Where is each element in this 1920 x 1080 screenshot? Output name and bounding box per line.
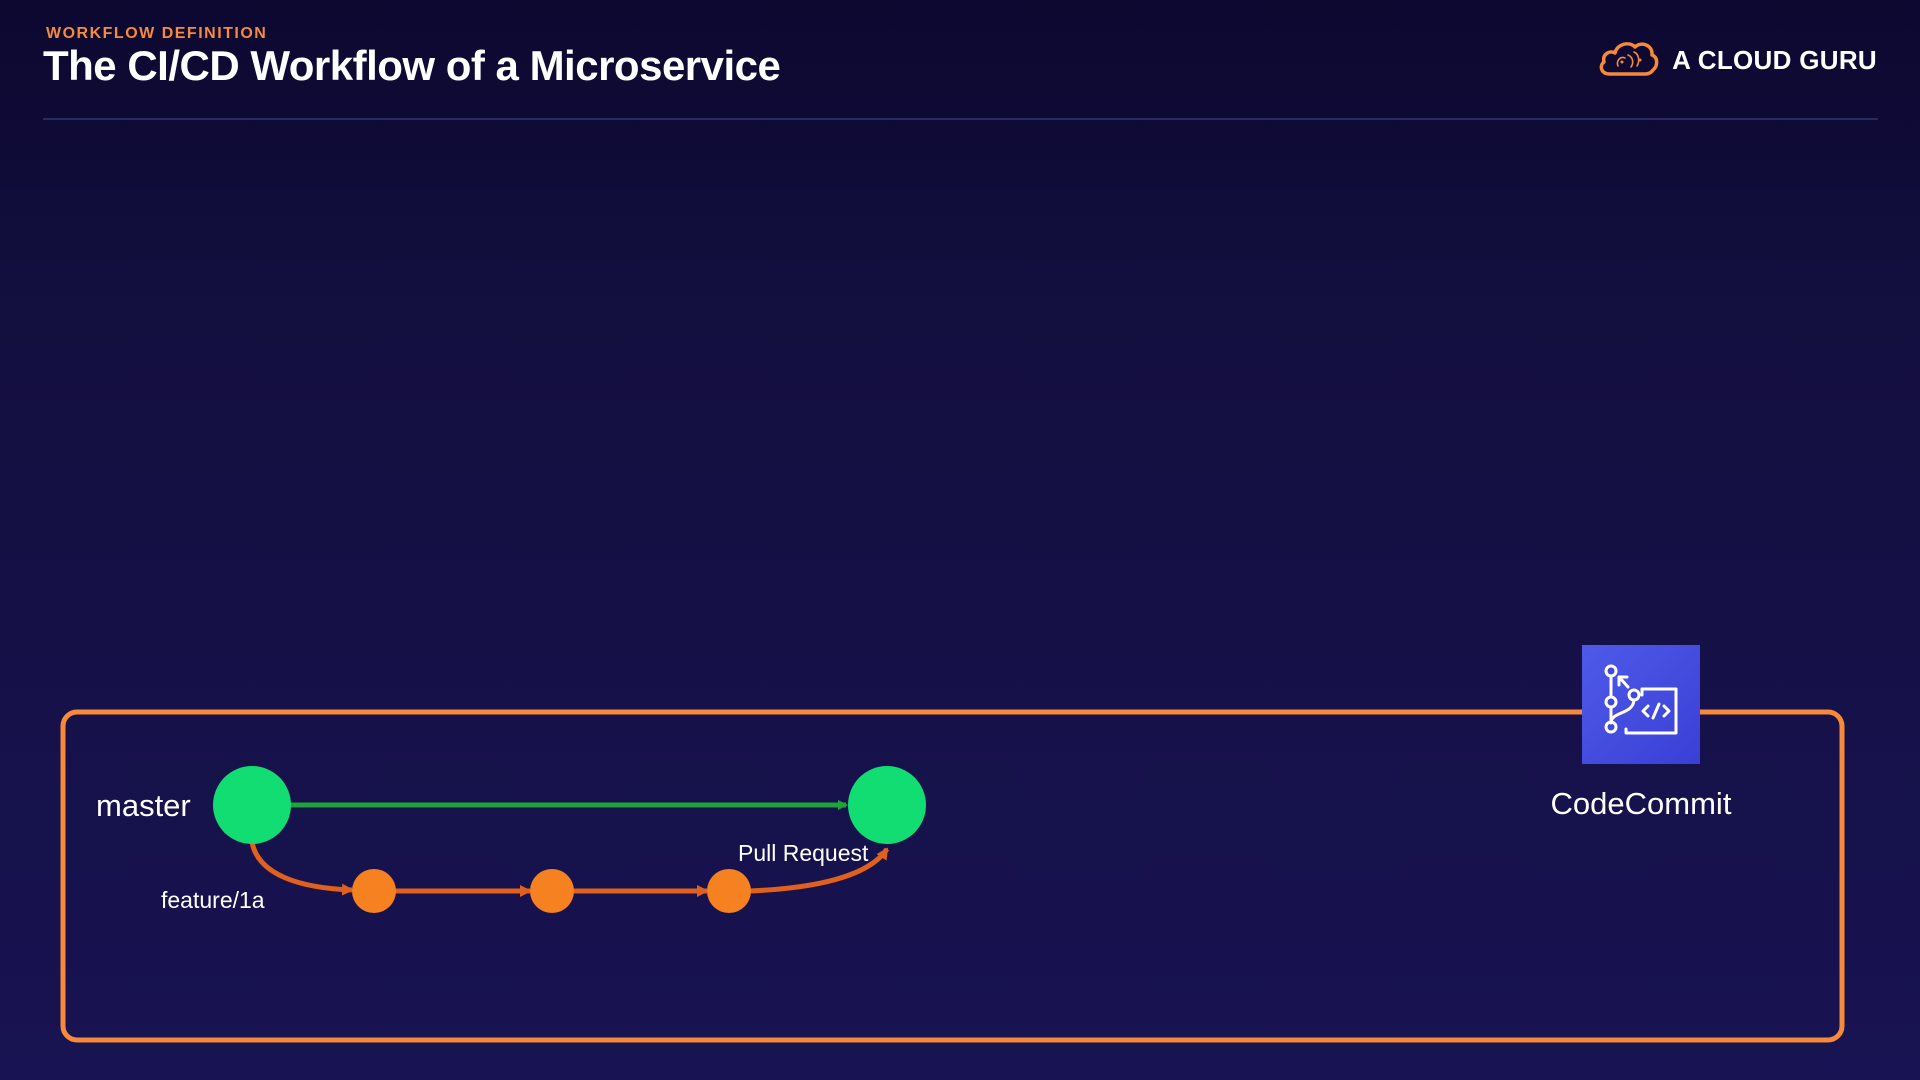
master-merge-commit	[848, 766, 926, 844]
codecommit-tile	[1582, 645, 1700, 764]
feature-commit	[707, 869, 751, 913]
master-commit	[213, 766, 291, 844]
header-divider	[43, 118, 1878, 120]
slide-title: The CI/CD Workflow of a Microservice	[43, 42, 781, 89]
feature-branch-label: feature/1a	[161, 887, 265, 913]
feature-commit	[352, 869, 396, 913]
pull-request-label: Pull Request	[738, 840, 869, 866]
codecommit-icon	[1598, 659, 1684, 750]
feature-commit	[530, 869, 574, 913]
feature-branch-start-arrow	[249, 841, 354, 896]
codecommit-label: CodeCommit	[1550, 786, 1732, 821]
repository-boundary	[60, 709, 1845, 1043]
master-branch-label: master	[96, 788, 191, 823]
brand-logo: A CLOUD GURU	[1596, 36, 1877, 84]
header-band	[0, 0, 1920, 190]
cloud-logo-icon	[1596, 36, 1660, 85]
section-eyebrow: WORKFLOW DEFINITION	[46, 25, 268, 42]
pull-request-arrow	[749, 847, 890, 894]
brand-name: A CLOUD GURU	[1672, 44, 1877, 75]
